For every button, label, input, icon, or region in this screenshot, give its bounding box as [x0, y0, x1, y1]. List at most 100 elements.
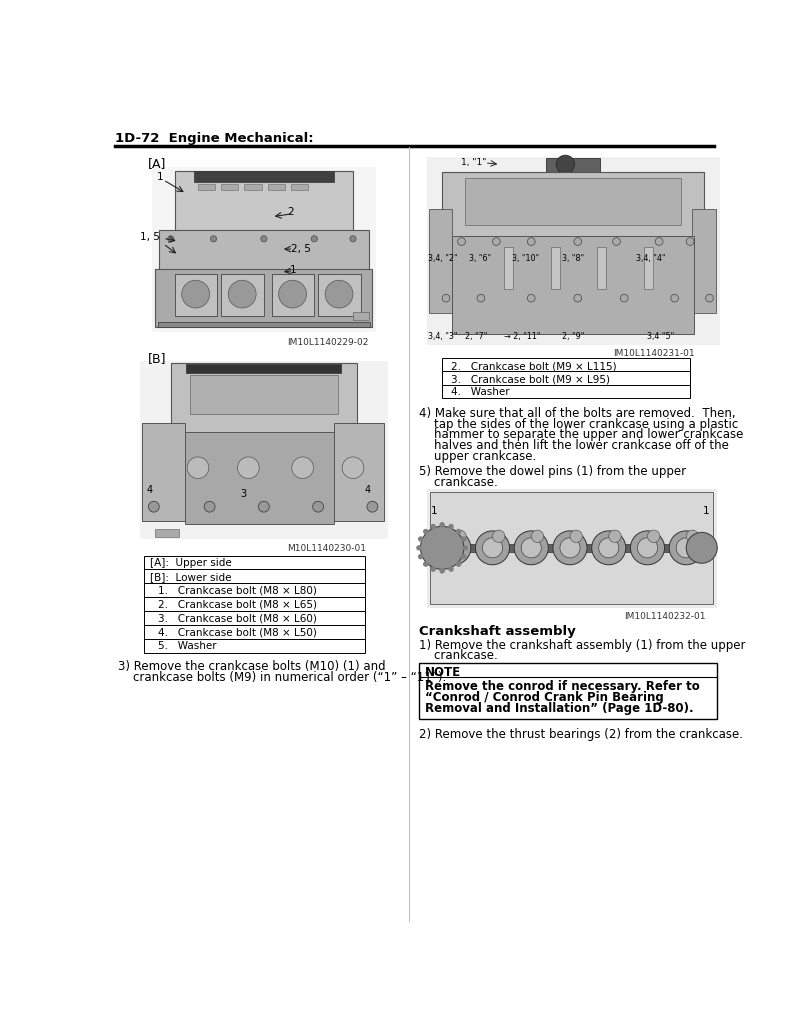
- Text: [A]:  Upper side: [A]: Upper side: [150, 558, 231, 568]
- Text: 2, "9": 2, "9": [562, 333, 585, 341]
- Text: 4: 4: [365, 486, 371, 495]
- Bar: [190, 375, 337, 413]
- Bar: [144, 611, 365, 625]
- Circle shape: [532, 530, 544, 543]
- Text: Removal and Installation” (Page 1D-80).: Removal and Installation” (Page 1D-80).: [425, 701, 693, 715]
- Bar: [693, 209, 716, 313]
- Text: 4) Make sure that all of the bolts are removed.  Then,: 4) Make sure that all of the bolts are r…: [419, 407, 735, 420]
- Text: 3, "6": 3, "6": [469, 254, 491, 263]
- Bar: [221, 275, 264, 316]
- Circle shape: [527, 294, 535, 303]
- Bar: [144, 555, 365, 570]
- Circle shape: [313, 501, 324, 512]
- Text: 3, "8": 3, "8": [562, 254, 584, 263]
- Text: 3.   Crankcase bolt (M8 × L60): 3. Crankcase bolt (M8 × L60): [158, 613, 316, 624]
- Circle shape: [260, 236, 267, 241]
- Circle shape: [493, 530, 505, 543]
- Bar: [546, 159, 600, 172]
- Bar: [443, 172, 704, 252]
- Text: [A]: [A]: [147, 156, 166, 170]
- Circle shape: [482, 538, 502, 557]
- Bar: [551, 248, 560, 289]
- Bar: [419, 663, 718, 719]
- Text: hammer to separate the upper and lower crankcase: hammer to separate the upper and lower c…: [419, 429, 743, 441]
- Circle shape: [148, 501, 159, 512]
- Text: 3: 3: [240, 489, 247, 499]
- Text: 3) Remove the crankcase bolts (M10) (1) and: 3) Remove the crankcase bolts (M10) (1) …: [118, 660, 386, 673]
- Text: Remove the conrod if necessary. Refer to: Remove the conrod if necessary. Refer to: [425, 681, 700, 693]
- Text: 4.   Crankcase bolt (M8 × L50): 4. Crankcase bolt (M8 × L50): [158, 628, 316, 637]
- Text: halves and then lift the lower crankcase off of the: halves and then lift the lower crankcase…: [419, 439, 729, 453]
- Circle shape: [477, 294, 485, 303]
- Bar: [644, 248, 653, 289]
- Bar: [194, 171, 333, 182]
- Text: → 2, "11": → 2, "11": [504, 333, 540, 341]
- Bar: [430, 492, 714, 604]
- Text: [B]: [B]: [147, 352, 166, 366]
- Circle shape: [647, 530, 660, 543]
- Circle shape: [423, 528, 429, 535]
- Circle shape: [418, 554, 423, 559]
- Text: 3,4, "4": 3,4, "4": [636, 254, 665, 263]
- Circle shape: [574, 237, 582, 246]
- Circle shape: [556, 155, 574, 174]
- Bar: [198, 183, 215, 190]
- Text: 3,4, "3": 3,4, "3": [428, 333, 458, 341]
- Text: 2.   Crankcase bolt (M9 × L115): 2. Crankcase bolt (M9 × L115): [451, 362, 617, 371]
- Bar: [443, 544, 701, 551]
- Bar: [244, 183, 261, 190]
- Circle shape: [367, 501, 378, 512]
- Text: crankcase bolts (M9) in numerical order (“1” – “11”).: crankcase bolts (M9) in numerical order …: [118, 671, 447, 684]
- Text: 4.   Washer: 4. Washer: [451, 387, 510, 397]
- Bar: [318, 275, 361, 316]
- Bar: [175, 171, 353, 233]
- Circle shape: [608, 530, 621, 543]
- Circle shape: [527, 237, 535, 246]
- Circle shape: [187, 457, 209, 479]
- Circle shape: [443, 538, 464, 557]
- Bar: [268, 183, 285, 190]
- Circle shape: [515, 530, 549, 565]
- Circle shape: [705, 294, 714, 303]
- Circle shape: [423, 562, 429, 567]
- Circle shape: [669, 530, 703, 565]
- Circle shape: [570, 530, 582, 543]
- Text: crankcase.: crankcase.: [419, 477, 498, 489]
- Circle shape: [443, 294, 450, 303]
- Bar: [452, 236, 694, 334]
- Circle shape: [430, 567, 436, 572]
- Text: Crankshaft assembly: Crankshaft assembly: [419, 625, 576, 638]
- Bar: [426, 156, 719, 345]
- Text: crankcase.: crankcase.: [419, 650, 498, 662]
- Circle shape: [591, 530, 626, 565]
- Text: M10L1140230-01: M10L1140230-01: [287, 544, 366, 553]
- Bar: [429, 209, 452, 313]
- Text: 2) Remove the thrust bearings (2) from the crankcase.: 2) Remove the thrust bearings (2) from t…: [419, 728, 743, 741]
- Text: 3.   Crankcase bolt (M9 × L95): 3. Crankcase bolt (M9 × L95): [451, 374, 611, 384]
- Bar: [159, 230, 369, 271]
- Bar: [144, 625, 365, 638]
- Text: 1: 1: [703, 507, 710, 516]
- Circle shape: [458, 237, 465, 246]
- Bar: [144, 597, 365, 611]
- Bar: [291, 183, 308, 190]
- Circle shape: [448, 567, 454, 572]
- Text: IM10L1140232-01: IM10L1140232-01: [625, 611, 705, 621]
- Bar: [155, 269, 372, 327]
- Bar: [426, 489, 718, 608]
- Bar: [186, 364, 341, 373]
- Circle shape: [461, 554, 466, 559]
- Circle shape: [676, 538, 697, 557]
- Circle shape: [311, 236, 317, 241]
- Circle shape: [599, 538, 619, 557]
- Bar: [184, 432, 333, 524]
- Circle shape: [350, 236, 356, 241]
- Text: 1: 1: [157, 172, 163, 182]
- Text: 5) Remove the dowel pins (1) from the upper: 5) Remove the dowel pins (1) from the up…: [419, 465, 686, 479]
- Circle shape: [455, 528, 461, 535]
- Circle shape: [686, 237, 694, 246]
- Circle shape: [258, 501, 269, 512]
- Circle shape: [182, 281, 210, 308]
- Circle shape: [630, 530, 664, 565]
- Circle shape: [476, 530, 510, 565]
